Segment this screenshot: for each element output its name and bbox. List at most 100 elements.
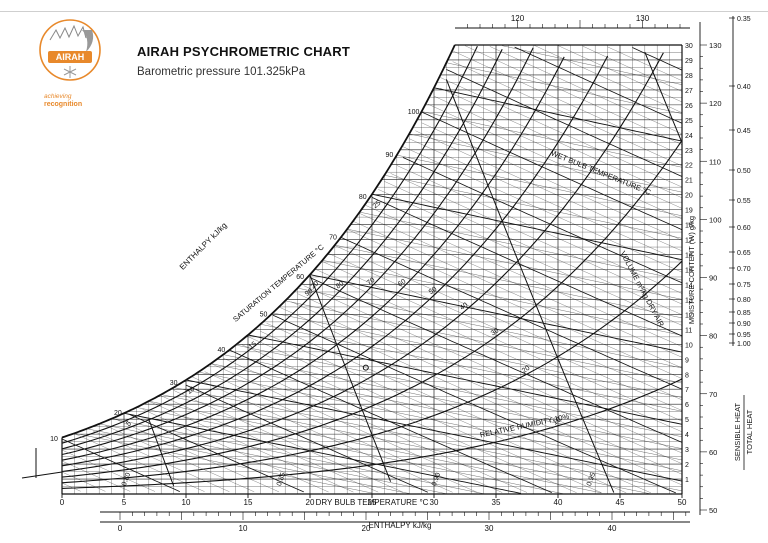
enthalpy-axis-label: 20 xyxy=(362,524,371,533)
wet-bulb-line xyxy=(210,363,683,461)
enthalpy-axis-title: ENTHALPY kJ/kg xyxy=(369,521,432,530)
relative-humidity-curve xyxy=(61,378,683,489)
x-tick-label: 30 xyxy=(430,498,439,507)
wet-bulb-line xyxy=(502,45,683,85)
enthalpy-line xyxy=(173,390,404,493)
wet-bulb-line xyxy=(285,300,683,384)
x-tick-label: 15 xyxy=(244,498,253,507)
wet-bulb-line xyxy=(173,387,683,492)
rh-curve-label: 80 xyxy=(335,280,345,290)
x-tick-label: 10 xyxy=(182,498,191,507)
y-tick-label: 20 xyxy=(685,193,693,200)
wet-bulb-line xyxy=(111,418,484,494)
enthalpy-line xyxy=(390,173,683,305)
enthalpy-line xyxy=(415,130,683,252)
volume-value-label: 0.90 xyxy=(431,472,442,487)
shr-tick-label: 0.60 xyxy=(737,225,751,232)
enthalpy-line xyxy=(632,47,683,71)
rh-curve-label: 40 xyxy=(459,302,469,312)
relative-humidity-curve xyxy=(61,140,683,478)
enthalpy-line xyxy=(210,363,503,493)
enthalpy-line xyxy=(489,46,683,135)
wet-bulb-line xyxy=(161,394,652,495)
y-tick-label: 5 xyxy=(685,417,689,424)
relative-humidity-curves xyxy=(61,45,683,489)
shr-tick-label: 0.85 xyxy=(737,310,751,317)
y-tick-label: 4 xyxy=(685,432,689,439)
wet-bulb-line xyxy=(297,287,683,369)
y-tick-label: 2 xyxy=(685,462,689,469)
enthalpy-line xyxy=(514,46,683,124)
wet-bulb-line xyxy=(185,379,683,482)
wet-bulb-diag-label: 20 xyxy=(310,280,321,290)
volume-line xyxy=(148,419,175,486)
y-tick-label: 23 xyxy=(685,148,693,155)
enthalpy-line xyxy=(247,336,602,493)
reference-point xyxy=(362,364,369,371)
enthalpy-line xyxy=(533,44,683,113)
y-tick-label: 7 xyxy=(685,387,689,394)
rh-curve-label: 20 xyxy=(521,365,531,375)
right-enthalpy-label: 100 xyxy=(709,215,722,224)
shr-tick-label: 0.50 xyxy=(737,168,751,175)
y-tick-label: 11 xyxy=(685,327,692,334)
enthalpy-line xyxy=(409,138,683,262)
wet-bulb-line xyxy=(74,433,373,494)
relative-humidity-curve xyxy=(61,56,565,461)
enthalpy-line xyxy=(421,122,683,241)
rh-curve-label: 30 xyxy=(490,327,500,337)
enthalpy-line xyxy=(204,371,478,493)
enthalpy-line xyxy=(161,395,379,493)
shr-tick-label: 0.80 xyxy=(737,297,751,304)
enthalpy-line xyxy=(371,197,683,337)
logo-flame-lines xyxy=(49,24,87,41)
relative-humidity-curve xyxy=(61,45,478,444)
enthalpy-line xyxy=(433,95,683,209)
right-enthalpy-label: 70 xyxy=(709,390,717,399)
enthalpy-axis-label: 30 xyxy=(485,524,494,533)
x-tick-label: 50 xyxy=(678,498,687,507)
y-tick-label: 12 xyxy=(685,312,693,319)
x-tick-label: 0 xyxy=(60,498,65,507)
enthalpy-axis-label: 10 xyxy=(239,524,248,533)
enthalpy-line xyxy=(378,189,683,326)
wet-bulb-line xyxy=(272,312,683,398)
y-tick-label: 19 xyxy=(685,208,693,215)
right-enthalpy-label: 60 xyxy=(709,448,717,457)
wet-bulb-line xyxy=(446,62,683,114)
y-axis-label: MOISTURE CONTENT (W) g/kg xyxy=(687,216,696,324)
chart-title: AIRAH PSYCHROMETRIC CHART xyxy=(137,44,350,59)
x-tick-label: 45 xyxy=(616,498,625,507)
shr-tick-label: 0.45 xyxy=(737,128,751,135)
relative-humidity-curve xyxy=(61,52,664,473)
enthalpy-line xyxy=(365,205,683,347)
enthalpy-line xyxy=(117,419,280,493)
volume-lines xyxy=(148,51,683,493)
wet-bulb-diag-label: 10 xyxy=(186,386,197,396)
enthalpy-diag-label: 20 xyxy=(114,410,122,417)
enthalpy-line xyxy=(582,46,683,92)
rh-curve-label: 50 xyxy=(428,286,438,296)
top-enthalpy-label: 120 xyxy=(511,14,525,23)
right-enthalpy-label: 90 xyxy=(709,274,717,283)
enthalpy-line xyxy=(322,261,683,422)
shr-tick-label: 0.55 xyxy=(737,198,751,205)
shr-label-top: SENSIBLE HEAT xyxy=(733,402,742,461)
x-tick-label: 20 xyxy=(306,498,315,507)
y-tick-label: 9 xyxy=(685,357,689,364)
y-tick-label: 28 xyxy=(685,73,693,80)
protractor-base xyxy=(21,471,63,479)
enthalpy-line xyxy=(334,245,683,401)
enthalpy-line xyxy=(347,229,683,379)
enthalpy-diag-label: 70 xyxy=(329,234,337,241)
enthalpy-line xyxy=(303,285,683,454)
volume-value-label: 0.80 xyxy=(121,472,132,487)
enthalpy-line xyxy=(260,331,627,493)
enthalpy-line xyxy=(223,357,528,493)
enthalpy-line xyxy=(61,438,180,492)
x-tick-label: 5 xyxy=(122,498,127,507)
chart-scales: 0 5 10 15 20 25 30 35 40 45 5012345678910111213141… xyxy=(21,14,754,533)
y-tick-label: 26 xyxy=(685,103,693,110)
y-tick-label: 15 xyxy=(685,268,693,275)
